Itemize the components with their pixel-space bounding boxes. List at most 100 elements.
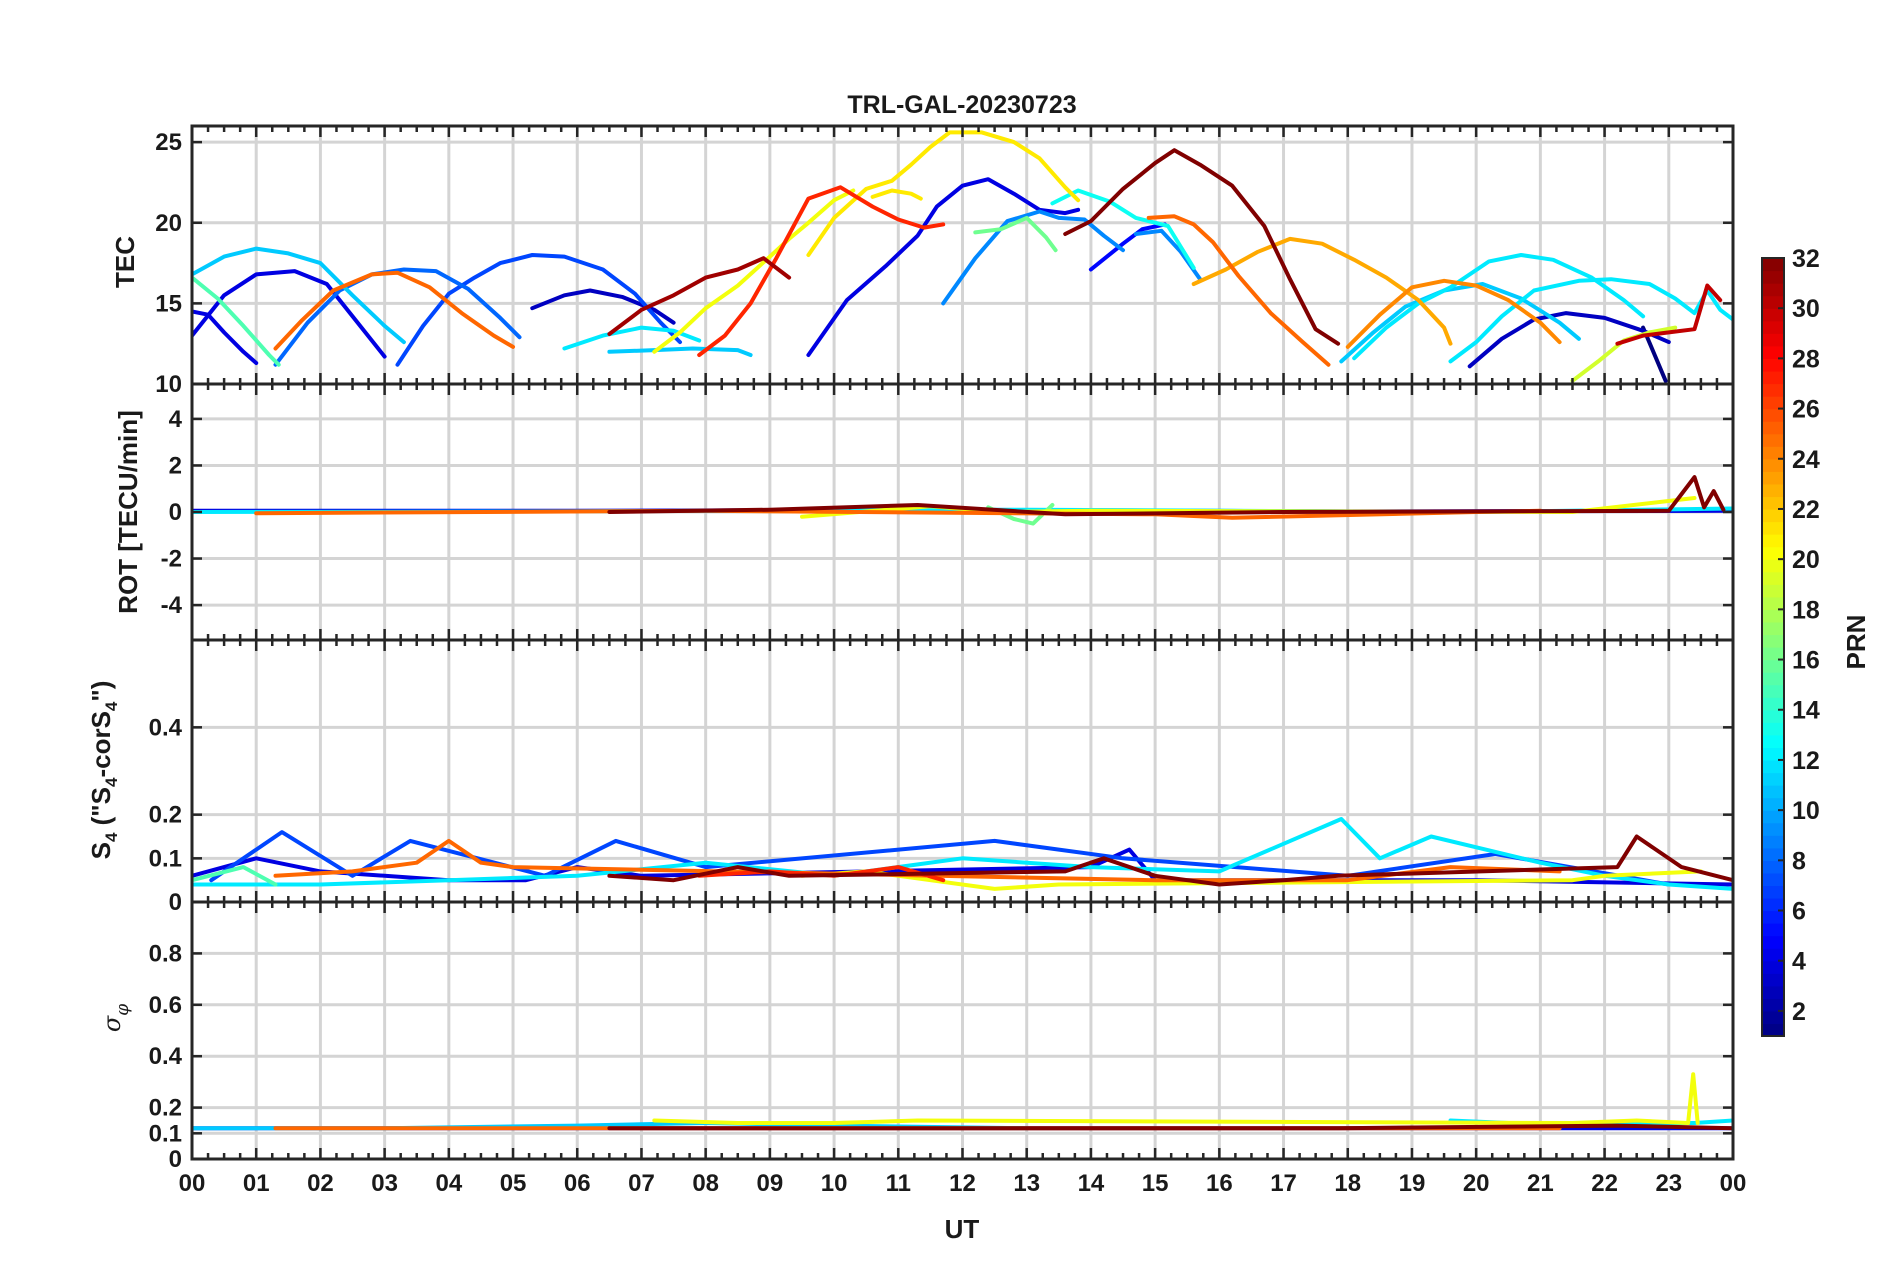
series-line-prn-4: [192, 269, 387, 359]
colorbar-segment: [1762, 835, 1784, 849]
colorbar-segment: [1762, 408, 1784, 422]
colorbar-segment: [1762, 697, 1784, 711]
colorbar-segment: [1762, 998, 1784, 1012]
series-line-prn-15: [192, 275, 281, 367]
series-line-prn-11: [607, 346, 753, 357]
ytick-label: 0.1: [149, 1120, 182, 1147]
ytick-label: 0.4: [149, 1043, 183, 1070]
colorbar-segment: [1762, 948, 1784, 962]
series-line-prn-32: [1063, 148, 1341, 346]
series-line-prn-24: [1345, 278, 1562, 349]
xtick-label: 13: [1013, 1170, 1040, 1197]
colorbar-segment: [1762, 659, 1784, 673]
colorbar-segment: [1762, 446, 1784, 460]
series-line-prn-8: [273, 267, 522, 367]
colorbar-tick-label: 2: [1792, 998, 1806, 1026]
svg-text:S4 ("S4-corS4"): S4 ("S4-corS4"): [86, 681, 121, 860]
colorbar-frame: [1761, 257, 1785, 1037]
colorbar-segment: [1762, 496, 1784, 510]
ytick-label: 0.2: [149, 802, 182, 829]
colorbar-segment: [1762, 458, 1784, 472]
colorbar-segment: [1762, 546, 1784, 560]
ytick-label: 10: [155, 371, 182, 398]
colorbar-segment: [1762, 1023, 1784, 1037]
colorbar-segment: [1762, 860, 1784, 874]
series-line-prn-32: [607, 834, 1733, 887]
ytick-label: -4: [161, 592, 183, 619]
ytick-label: 0: [169, 889, 182, 916]
colorbar-tick-label: 32: [1792, 245, 1820, 273]
colorbar-segment: [1762, 910, 1784, 924]
colorbar-segment: [1762, 960, 1784, 974]
xtick-label: 11: [886, 1170, 911, 1197]
series-line-prn-5: [1088, 222, 1167, 272]
colorbar-segment: [1762, 308, 1784, 322]
series-line-prn-11: [192, 246, 406, 345]
chart-title: TRL-GAL-20230723: [847, 91, 1076, 119]
xtick-label: 14: [1078, 1170, 1105, 1197]
series-line-prn-12: [562, 325, 702, 351]
xtick-label: 03: [371, 1170, 398, 1197]
xtick-label: 06: [564, 1170, 591, 1197]
colorbar-segment: [1762, 885, 1784, 899]
ylabel-tec: TEC: [110, 236, 140, 288]
colorbar-segment: [1762, 559, 1784, 573]
colorbar-segment: [1762, 684, 1784, 698]
colorbar-segment: [1762, 872, 1784, 887]
ytick-label: 0.8: [149, 940, 182, 967]
colorbar-tick-label: 28: [1792, 345, 1820, 373]
xtick-label: 10: [821, 1170, 848, 1197]
ytick-label: 0.6: [149, 992, 182, 1019]
xtick-label: 12: [949, 1170, 976, 1197]
colorbar-tick-label: 24: [1792, 446, 1820, 474]
xtick-label: 21: [1527, 1170, 1554, 1197]
xtick-label: 00: [179, 1170, 206, 1197]
series-line-prn-3: [530, 288, 676, 325]
ytick-label: -2: [161, 546, 182, 573]
colorbar-tick-label: 8: [1792, 847, 1806, 875]
ytick-label: 2: [169, 452, 182, 479]
colorbar-segment: [1762, 283, 1784, 297]
xtick-label: 02: [307, 1170, 334, 1197]
series-line-prn-7: [209, 830, 1671, 887]
series-line-prn-20: [652, 1072, 1700, 1125]
ylabel-rot: ROT [TECU/min]: [113, 410, 143, 614]
xtick-label: 20: [1463, 1170, 1490, 1197]
ylabel-sigma-phi: σφ: [98, 1004, 133, 1032]
series-line-prn-9: [941, 209, 1125, 306]
colorbar-tick-label: 10: [1792, 797, 1820, 825]
series-line-prn-11: [1339, 282, 1581, 364]
series-layer: [192, 130, 1733, 1131]
colorbar-segment: [1762, 935, 1784, 949]
series-line-prn-12: [1448, 277, 1733, 364]
xtick-label: 09: [757, 1170, 784, 1197]
series-line-prn-21: [870, 188, 923, 201]
colorbar-segment: [1762, 433, 1784, 447]
series-line-prn-25: [273, 270, 515, 351]
xtick-label: 19: [1399, 1170, 1426, 1197]
colorbar-tick-label: 4: [1792, 948, 1806, 976]
xtick-label: 07: [628, 1170, 655, 1197]
ytick-label: 15: [155, 290, 182, 317]
svg-text:σφ: σφ: [98, 1004, 133, 1032]
ytick-label: 25: [155, 129, 182, 156]
colorbar-segment: [1762, 320, 1784, 334]
colorbar-segment: [1762, 923, 1784, 937]
colorbar-segment: [1762, 596, 1784, 610]
ytick-label: 0.1: [149, 845, 182, 872]
ytick-label: 0: [169, 1146, 182, 1173]
xtick-label: 01: [243, 1170, 270, 1197]
colorbar-segment: [1762, 358, 1784, 372]
colorbar-segment: [1762, 333, 1784, 347]
ytick-label: 0.4: [149, 714, 183, 741]
xtick-label: 08: [692, 1170, 719, 1197]
colorbar-segment: [1762, 634, 1784, 648]
colorbar-segment: [1762, 609, 1784, 623]
colorbar-segment: [1762, 1010, 1784, 1025]
xtick-label: 16: [1206, 1170, 1233, 1197]
series-line-prn-13: [1050, 188, 1196, 270]
colorbar-segment: [1762, 534, 1784, 548]
colorbar-segment: [1762, 584, 1784, 598]
panel-2-series: [192, 817, 1733, 891]
